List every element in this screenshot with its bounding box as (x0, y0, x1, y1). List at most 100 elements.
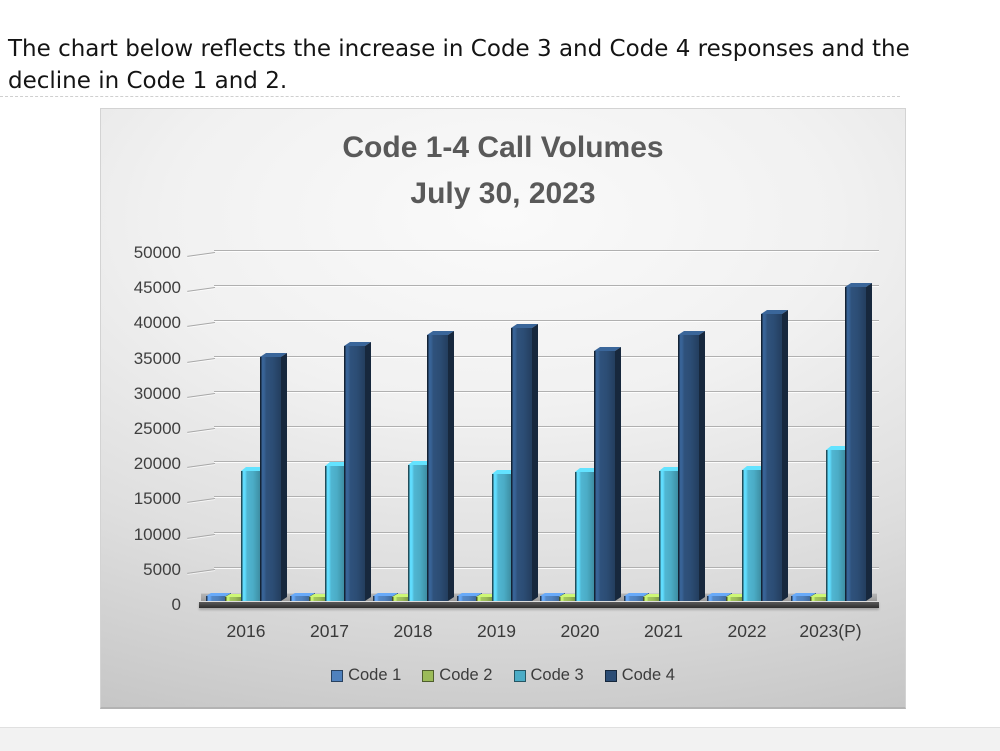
bar-code-3-2020 (575, 471, 595, 601)
bar-code-2-2018 (392, 596, 409, 601)
bar-code-1-2020 (540, 596, 560, 601)
legend: Code 1 Code 2 Code 3 Code 4 (101, 666, 905, 685)
legend-item-code-2: Code 2 (422, 666, 493, 685)
bar-code-2-2022 (726, 596, 743, 601)
x-axis-label: 2018 (393, 621, 433, 641)
legend-swatch-icon (513, 669, 526, 682)
chart-title: Code 1-4 Call Volumes (342, 131, 664, 164)
bar-code-1-2019 (456, 596, 477, 601)
legend-swatch-icon (422, 669, 435, 682)
gridline-tick (187, 322, 216, 328)
bar-side-code-4-2017 (364, 342, 371, 601)
legend-item-code-4: Code 4 (604, 666, 675, 685)
y-axis-label: 20000 (133, 454, 181, 474)
y-axis-label: 5000 (143, 559, 181, 579)
gridline-tick (187, 498, 216, 504)
bar-code-1-2023p (790, 596, 811, 601)
y-axis-label: 0 (171, 595, 181, 614)
bar-code-3-2018 (408, 464, 428, 601)
gridline-tick (187, 568, 216, 574)
bar-side-code-4-2018 (448, 330, 454, 601)
plot-floor-surface (201, 593, 877, 602)
y-axis-label: 45000 (133, 278, 181, 298)
bar-code-2-2023p (809, 596, 827, 601)
bar-side-code-4-2019 (531, 323, 538, 601)
bar-code-4-2022 (761, 314, 782, 601)
x-axis-label: 2021 (644, 621, 683, 641)
bar-code-3-2019 (491, 473, 512, 601)
bar-side-code-4-2020 (615, 347, 621, 601)
bar-code-4-2023p (844, 287, 866, 601)
intro-text: The chart below reflects the increase in… (8, 36, 910, 94)
bar-code-3-2016 (241, 470, 261, 601)
gridline-tick (187, 357, 216, 363)
bar-code-2-2020 (559, 596, 576, 601)
bar-side-code-4-2021 (698, 330, 705, 601)
gridline-tick (187, 392, 216, 398)
y-axis-label: 15000 (133, 489, 181, 509)
gridline (214, 531, 879, 533)
legend-label: Code 2 (439, 666, 493, 684)
bar-side-code-4-2023p (865, 283, 872, 601)
bar-code-4-2018 (427, 334, 448, 601)
chart-subtitle: July 30, 2023 (410, 177, 596, 210)
x-axis-label: 2022 (727, 621, 767, 641)
bar-code-1-2017 (289, 596, 310, 601)
x-axis-label: 2019 (477, 621, 516, 641)
y-axis-label: 50000 (133, 243, 181, 262)
bar-code-2-2019 (475, 596, 493, 601)
bar-code-2-2021 (642, 596, 660, 601)
bar-code-1-2016 (206, 596, 226, 601)
x-axis-label: 2016 (226, 621, 266, 641)
x-axis-label: 2017 (310, 621, 349, 641)
bar-code-3-2017 (324, 465, 345, 601)
bar-code-1-2022 (707, 596, 727, 601)
gridline-tick (187, 428, 216, 433)
gridline (214, 250, 879, 251)
x-axis-label: 2020 (560, 621, 600, 641)
legend-swatch-icon (604, 669, 617, 682)
gridline-tick (187, 252, 216, 257)
gridline (214, 496, 879, 498)
gridline-tick (187, 287, 216, 293)
page-bottom-strip (0, 727, 1000, 751)
gridline (214, 426, 879, 427)
y-axis-label: 40000 (133, 313, 181, 333)
bar-code-2-2017 (308, 596, 326, 601)
bar-side-code-4-2022 (782, 310, 788, 601)
y-axis-label: 35000 (133, 348, 181, 368)
bar-code-4-2017 (343, 346, 365, 601)
bar-code-1-2018 (373, 596, 393, 601)
bar-code-2-2016 (225, 596, 242, 601)
chart-panel: Code 1-4 Call Volumes July 30, 2023 Code… (100, 108, 906, 709)
bar-code-3-2021 (658, 471, 679, 601)
legend-label: Code 3 (530, 666, 584, 684)
gridline (214, 390, 879, 392)
divider-dashed-line (0, 96, 900, 97)
bar-code-3-2023p (825, 450, 846, 601)
legend-item-code-3: Code 3 (513, 666, 584, 685)
gridline-tick (187, 533, 216, 539)
bar-code-4-2020 (594, 351, 615, 601)
gridline-tick (187, 463, 216, 469)
x-axis-label: 2023(P) (799, 621, 862, 641)
y-axis-label: 10000 (133, 524, 181, 544)
legend-item-code-1: Code 1 (331, 666, 401, 685)
bar-code-4-2016 (260, 356, 281, 601)
gridline (214, 355, 879, 357)
gridline (214, 461, 879, 463)
legend-swatch-icon (331, 669, 344, 682)
bar-code-4-2019 (510, 327, 532, 601)
y-axis-label: 30000 (133, 383, 181, 403)
bar-side-code-4-2016 (281, 352, 287, 601)
gridline (214, 320, 879, 322)
bar-code-4-2021 (677, 334, 699, 601)
legend-label: Code 4 (621, 666, 675, 684)
y-axis-label: 25000 (133, 419, 181, 438)
gridline (214, 285, 879, 287)
gridline (214, 566, 879, 568)
bar-code-1-2021 (623, 596, 644, 601)
plot-floor-front-edge (199, 601, 879, 608)
legend-label: Code 1 (348, 666, 402, 684)
bar-code-3-2022 (742, 469, 762, 601)
